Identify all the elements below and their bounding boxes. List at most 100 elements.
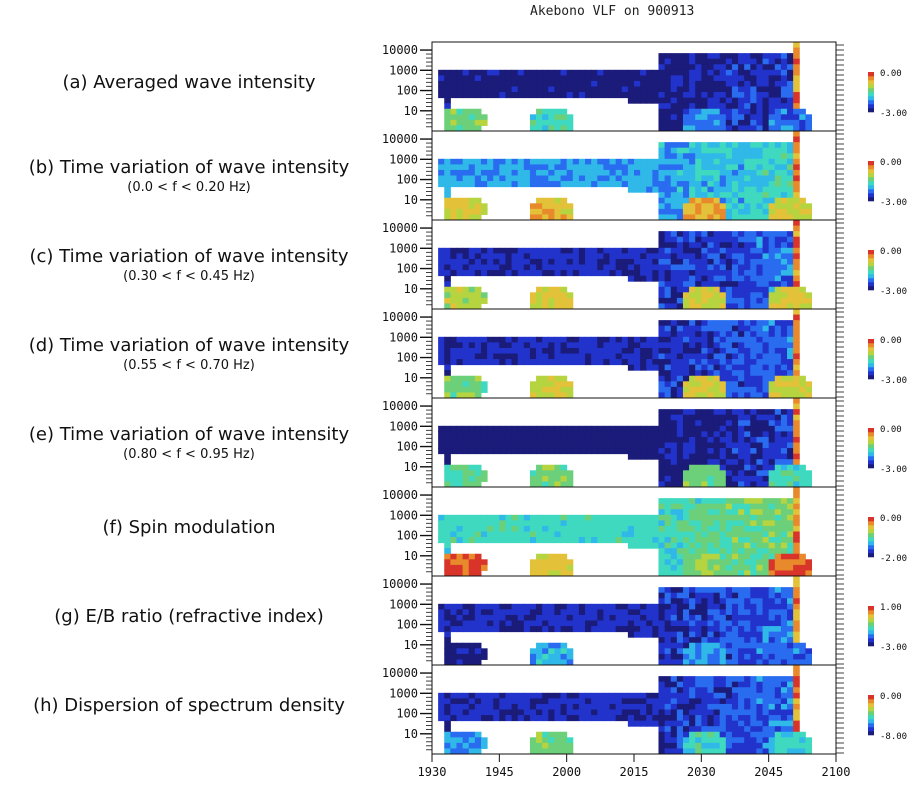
heatmap-cell — [768, 292, 776, 299]
heatmap-cell — [750, 303, 757, 310]
heatmap-cell — [566, 564, 574, 571]
heatmap-cell — [738, 614, 745, 621]
heatmap-cell — [640, 520, 647, 527]
heatmap-cell — [707, 676, 715, 683]
heatmap-cell — [444, 97, 451, 104]
heatmap-cell — [731, 258, 739, 265]
heatmap-cell — [774, 537, 782, 544]
heatmap-cell — [468, 253, 476, 260]
heatmap-cell — [560, 375, 568, 382]
heatmap-cell — [474, 514, 482, 521]
heatmap-cell — [529, 537, 537, 544]
heatmap-cell — [456, 175, 464, 182]
heatmap-cell — [627, 620, 635, 627]
heatmap-cell — [731, 175, 739, 182]
heatmap-cell — [456, 80, 464, 87]
heatmap-cell — [578, 698, 586, 705]
heatmap-cell — [701, 676, 708, 683]
heatmap-cell — [756, 286, 764, 293]
heatmap-cell — [762, 359, 770, 366]
heatmap-cell — [542, 342, 549, 349]
heatmap-cell — [505, 253, 513, 260]
heatmap-cell — [682, 520, 690, 527]
heatmap-cell — [719, 598, 727, 605]
heatmap-cell — [529, 436, 537, 443]
heatmap-cell — [560, 709, 568, 716]
heatmap-cell — [676, 242, 684, 249]
heatmap-cell — [609, 92, 617, 99]
heatmap-cell — [695, 742, 702, 749]
heatmap-cell — [670, 169, 678, 176]
heatmap-cell — [591, 614, 598, 621]
heatmap-cell — [762, 192, 770, 199]
heatmap-cell — [578, 264, 586, 271]
heatmap-cell — [768, 92, 776, 99]
heatmap-cell — [725, 320, 733, 327]
heatmap-cell — [627, 353, 635, 360]
heatmap-cell — [566, 525, 574, 532]
heatmap-cell — [768, 370, 776, 377]
colorbar-swatch — [868, 181, 874, 186]
heatmap-cell — [725, 603, 733, 610]
heatmap-cell — [676, 175, 684, 182]
y-tick-label: 10000 — [382, 577, 418, 591]
heatmap-cell — [713, 742, 721, 749]
heatmap-cell — [480, 525, 488, 532]
heatmap-cell — [664, 75, 672, 82]
heatmap-cell — [676, 169, 684, 176]
heatmap-cell — [554, 748, 562, 755]
heatmap-cell — [780, 331, 788, 338]
heatmap-cell — [646, 253, 653, 260]
heatmap-cell — [750, 186, 757, 193]
heatmap-cell — [805, 570, 813, 577]
heatmap-cell — [462, 347, 470, 354]
heatmap-cell — [658, 537, 666, 544]
heatmap-cell — [487, 520, 494, 527]
heatmap-cell — [695, 553, 702, 560]
heatmap-cell — [621, 80, 629, 87]
heatmap-cell — [780, 164, 788, 171]
heatmap-cell — [646, 175, 653, 182]
heatmap-cell — [768, 147, 776, 154]
heatmap-cell — [750, 620, 757, 627]
heatmap-cell — [707, 292, 715, 299]
heatmap-cell — [517, 86, 525, 93]
heatmap-cell — [774, 681, 782, 688]
heatmap-cell — [750, 142, 757, 149]
heatmap-cell — [762, 97, 770, 104]
y-tick-label: 10000 — [382, 43, 418, 57]
heatmap-cell — [634, 80, 641, 87]
heatmap-cell — [658, 392, 666, 399]
heatmap-cell — [750, 514, 757, 521]
heatmap-cell — [529, 347, 537, 354]
heatmap-cell — [462, 125, 470, 132]
heatmap-cell — [542, 431, 549, 438]
heatmap-cell — [701, 264, 708, 271]
colorbar-max-label: 0.00 — [880, 514, 902, 524]
heatmap-cell — [713, 481, 721, 488]
heatmap-cell — [646, 158, 653, 165]
heatmap-cell — [572, 258, 580, 265]
heatmap-cell — [493, 698, 500, 705]
heatmap-cell — [652, 525, 659, 532]
heatmap-cell — [609, 603, 617, 610]
heatmap-cell — [793, 264, 800, 271]
y-tick-label: 1000 — [389, 152, 418, 166]
heatmap-cell — [670, 181, 678, 188]
heatmap-cell — [689, 342, 696, 349]
heatmap-cell — [750, 175, 757, 182]
heatmap-cell — [536, 164, 543, 171]
heatmap-cell — [787, 197, 794, 204]
heatmap-cell — [670, 264, 678, 271]
heatmap-cell — [738, 436, 745, 443]
heatmap-cell — [450, 114, 457, 121]
heatmap-cell — [682, 375, 690, 382]
heatmap-cell — [676, 92, 684, 99]
heatmap-cell — [566, 431, 574, 438]
heatmap-cell — [707, 386, 715, 393]
heatmap-cell — [591, 169, 598, 176]
heatmap-cell — [682, 247, 690, 254]
heatmap-cell — [658, 181, 666, 188]
heatmap-cell — [780, 436, 788, 443]
